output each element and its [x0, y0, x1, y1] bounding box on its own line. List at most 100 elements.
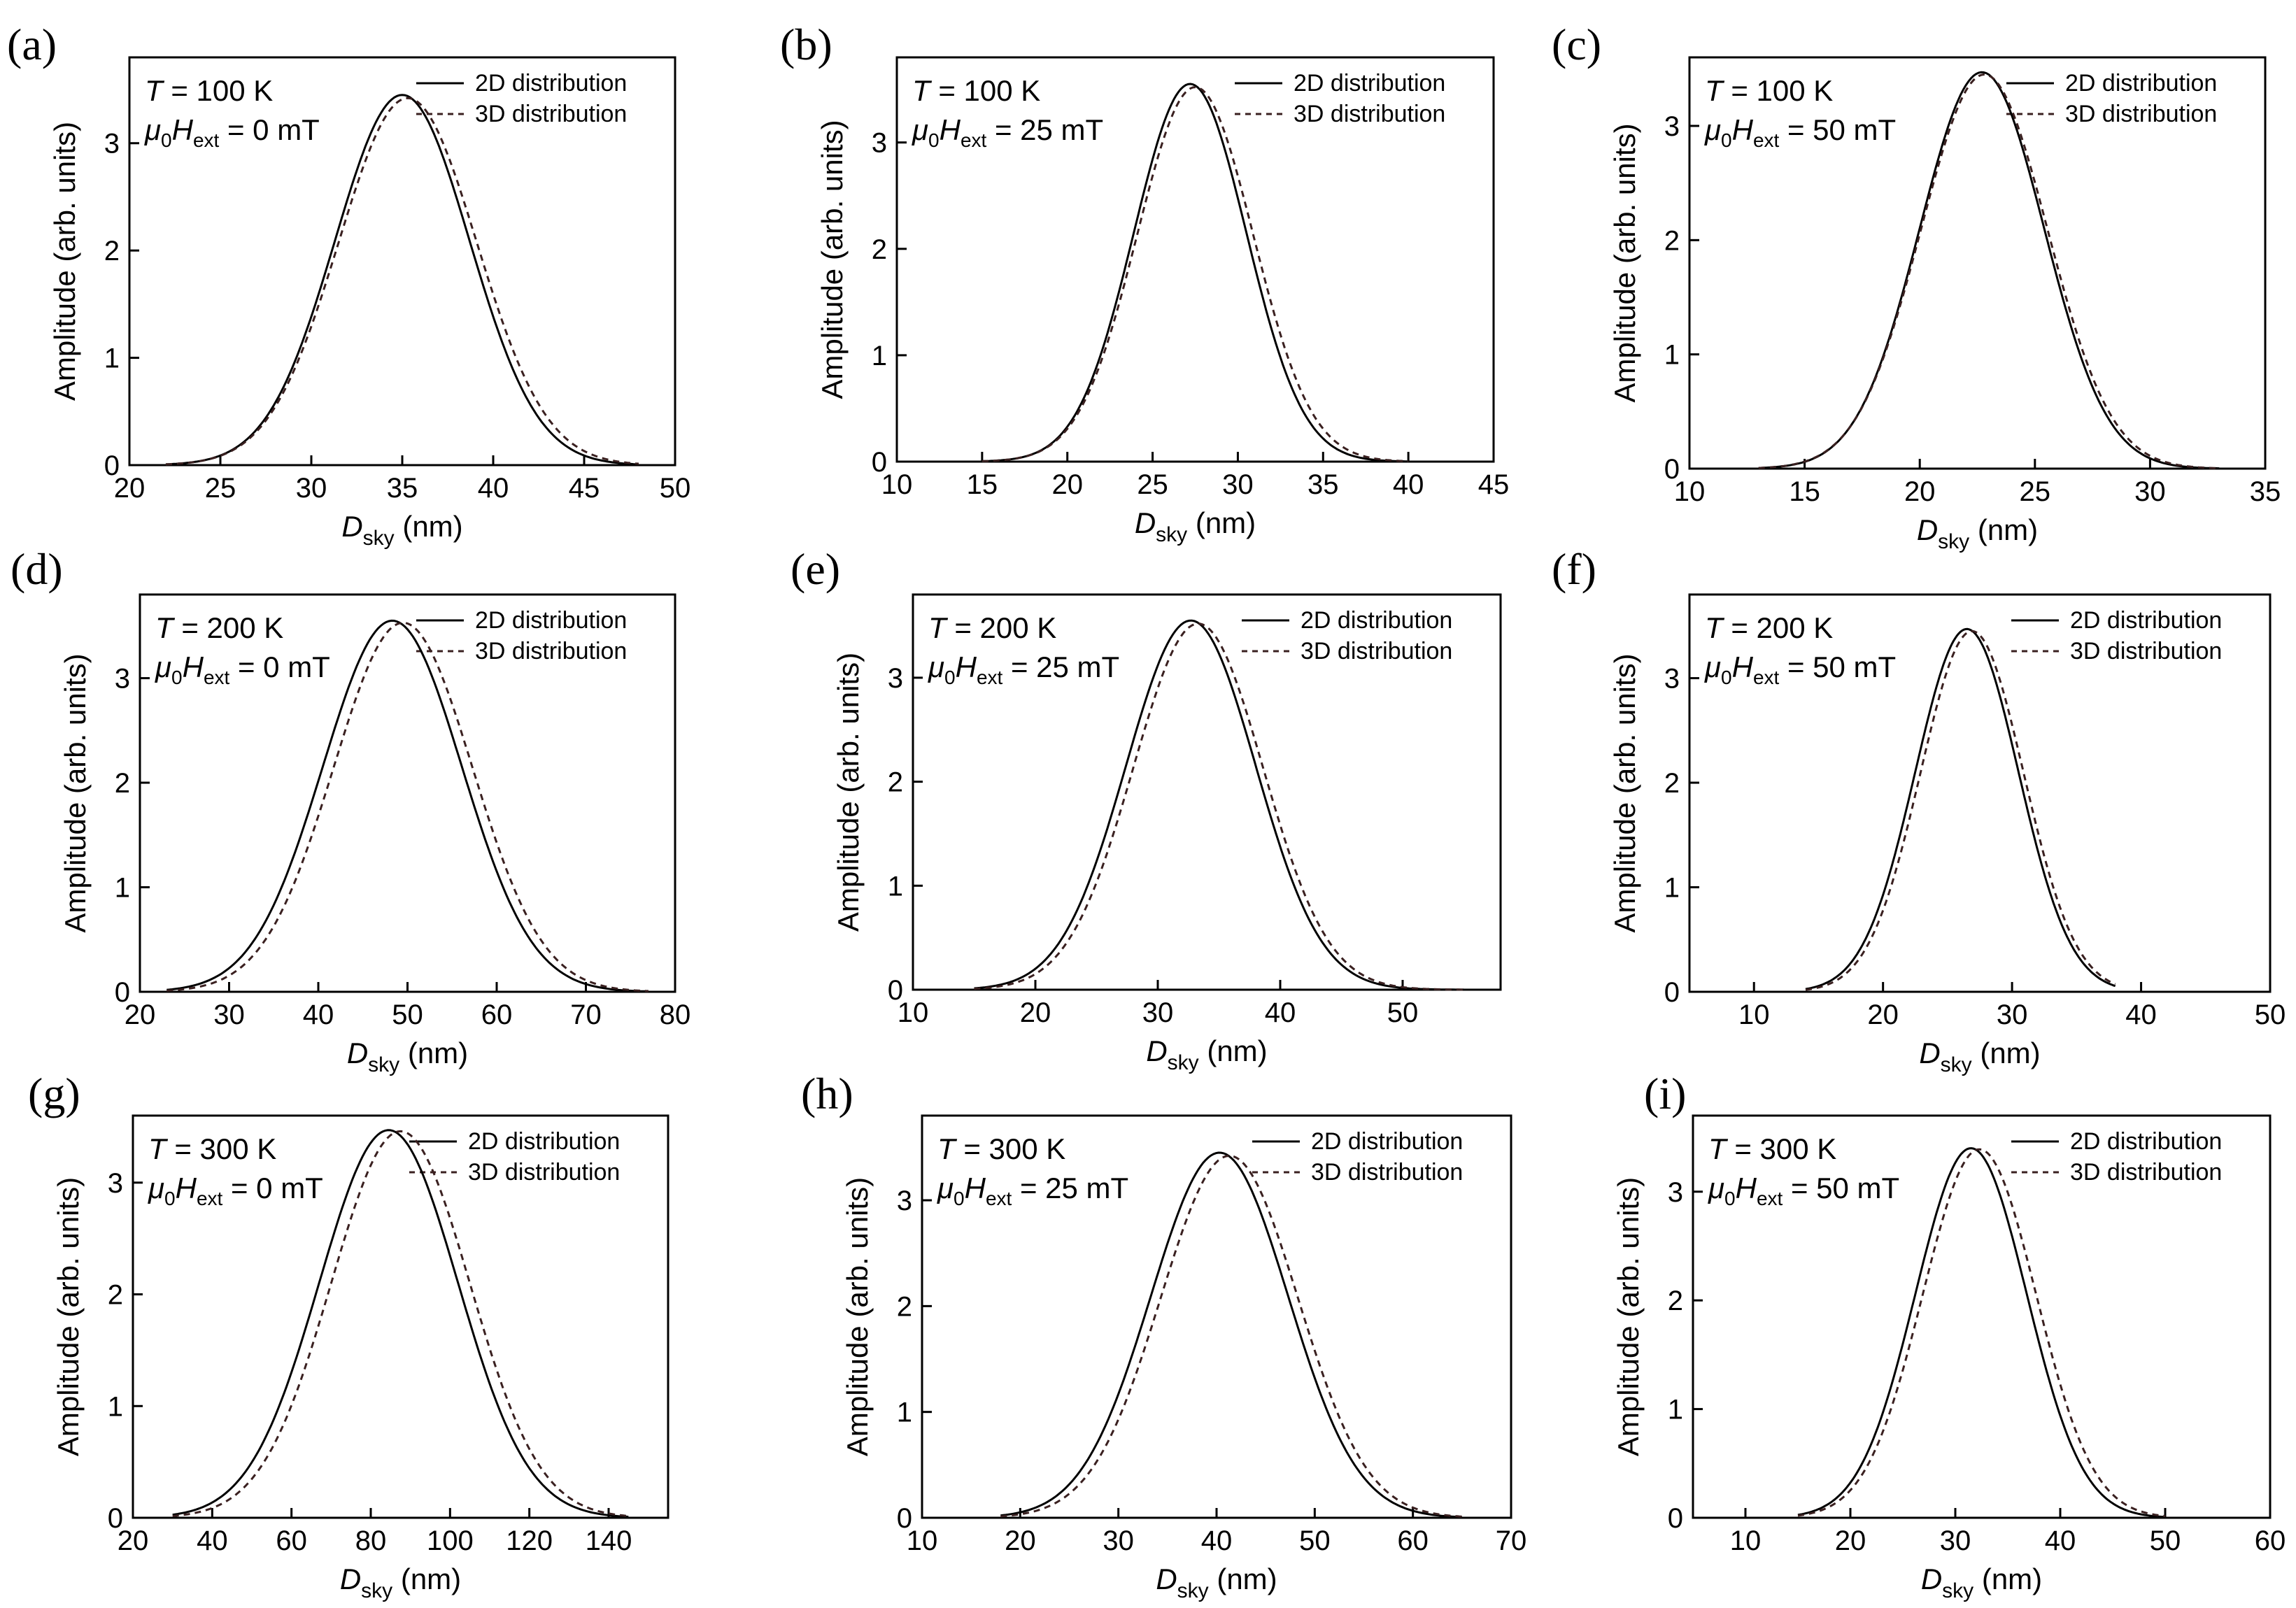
x-tick-label: 10 [1730, 1525, 1762, 1556]
x-tick-label: 20 [1020, 997, 1051, 1028]
x-tick-label: 40 [478, 473, 509, 504]
x-tick-label: 20 [1835, 1525, 1866, 1556]
field-h: H [1736, 1172, 1757, 1204]
field-mu: μ [1704, 113, 1721, 146]
y-tick-label: 0 [872, 447, 887, 478]
x-axis-label-unit: (nm) [1969, 513, 2038, 546]
panel-c: (c) 10 15 20 25 30 35 0 1 2 3 Amplitude (arb. units… [1552, 20, 2281, 553]
field-value: 25 mT [1020, 113, 1103, 146]
temperature-equals: = [947, 611, 980, 644]
series-3d-line [165, 97, 639, 466]
y-tick-label: 2 [1664, 225, 1680, 256]
field-h: H [940, 113, 961, 146]
x-tick-label: 25 [205, 473, 236, 504]
field-mu: μ [148, 1172, 164, 1204]
field-annotation: μ0Hext = 50 mT [1704, 650, 1896, 688]
x-axis-label-unit: (nm) [1209, 1563, 1277, 1595]
temperature-value: 200 K [207, 611, 284, 644]
plot-frame [132, 1114, 669, 1519]
x-tick-label: 20 [114, 473, 146, 504]
x-axis-label-symbol: D [1917, 513, 1938, 546]
temperature-equals: = [173, 611, 207, 644]
temperature-symbol: T [155, 611, 176, 644]
x-tick-label: 40 [303, 999, 334, 1030]
y-tick-label: 2 [872, 234, 887, 265]
y-axis-label: Amplitude (arb. units) [52, 1177, 85, 1456]
x-tick-label: 60 [1397, 1525, 1429, 1556]
x-tick-label: 20 [125, 999, 156, 1030]
field-h-sub: ext [1753, 667, 1780, 688]
field-mu-sub: 0 [171, 667, 183, 688]
legend-label-3d: 3D distribution [2070, 1159, 2222, 1186]
panel-label: (f) [1552, 544, 1596, 594]
field-mu-sub: 0 [164, 1188, 176, 1209]
field-mu-sub: 0 [928, 129, 940, 151]
x-tick-label: 15 [967, 469, 998, 500]
x-tick-label: 60 [2255, 1525, 2286, 1556]
y-tick-label: 3 [1668, 1177, 1683, 1208]
x-tick-label: 15 [1789, 476, 1820, 507]
panel-b: (b) 10 15 20 25 30 35 40 45 0 1 2 3 Amplitude (arb. u… [780, 20, 1509, 546]
x-axis-label-subscript: sky [1938, 530, 1969, 553]
x-axis-label: Dsky (nm) [340, 1563, 461, 1602]
legend-label-3d: 3D distribution [475, 638, 627, 664]
y-tick-label: 0 [1664, 977, 1680, 1008]
x-tick-label: 25 [1137, 469, 1168, 500]
y-tick-label: 1 [897, 1397, 912, 1428]
y-tick-label: 1 [1664, 340, 1680, 371]
x-tick-label: 60 [276, 1525, 307, 1556]
x-tick-label: 35 [1308, 469, 1339, 500]
x-tick-label: 35 [387, 473, 418, 504]
y-tick-label: 0 [108, 1503, 123, 1534]
series-2d-line [974, 619, 1464, 991]
x-axis-label: Dsky (nm) [1921, 1563, 2042, 1602]
field-annotation: μ0Hext = 0 mT [155, 650, 330, 688]
x-axis-label-subscript: sky [1156, 523, 1187, 546]
field-value: 25 mT [1045, 1172, 1128, 1204]
x-axis-label-unit: (nm) [392, 1563, 461, 1595]
x-tick-label: 20 [118, 1525, 149, 1556]
field-annotation: μ0Hext = 25 mT [937, 1172, 1128, 1209]
y-tick-label: 3 [897, 1186, 912, 1216]
panel-i: (i) 10 20 30 40 50 60 0 1 2 3 Amplitude (arb. units… [1612, 1069, 2286, 1602]
y-tick-label: 2 [115, 768, 130, 799]
y-tick-label: 1 [1668, 1395, 1683, 1425]
field-annotation: μ0Hext = 25 mT [928, 650, 1119, 688]
x-tick-label: 30 [1222, 469, 1254, 500]
legend-label-3d: 3D distribution [2065, 101, 2217, 127]
y-tick-label: 1 [1664, 873, 1680, 904]
field-mu-sub: 0 [161, 129, 172, 151]
field-value: 50 mT [1816, 1172, 1899, 1204]
temperature-symbol: T [148, 1132, 169, 1165]
x-tick-label: 70 [570, 999, 602, 1030]
series-3d-line [166, 621, 649, 992]
x-axis-label-symbol: D [340, 1563, 361, 1595]
x-axis-label-subscript: sky [363, 527, 395, 550]
x-axis-label-symbol: D [341, 510, 362, 543]
temperature-annotation: T = 100 K [145, 74, 273, 107]
x-tick-label: 10 [1738, 999, 1770, 1030]
field-value: 0 mT [256, 1172, 323, 1204]
temperature-value: 200 K [980, 611, 1057, 644]
temperature-annotation: T = 200 K [1705, 611, 1833, 644]
x-axis-label-symbol: D [1135, 506, 1156, 539]
y-tick-label: 0 [1668, 1503, 1683, 1534]
y-tick-label: 2 [108, 1280, 123, 1311]
x-axis-label-symbol: D [1919, 1037, 1940, 1069]
field-equals: = [229, 650, 263, 683]
field-h-sub: ext [197, 1188, 223, 1209]
x-tick-label: 50 [2150, 1525, 2181, 1556]
field-mu: μ [912, 113, 928, 146]
legend-label-2d: 2D distribution [2070, 607, 2222, 634]
y-tick-label: 0 [1664, 454, 1680, 485]
temperature-annotation: T = 100 K [912, 74, 1040, 107]
temperature-equals: = [1727, 1132, 1760, 1165]
field-value: 50 mT [1813, 650, 1896, 683]
field-value: 0 mT [263, 650, 330, 683]
temperature-symbol: T [937, 1132, 958, 1165]
y-tick-label: 3 [888, 663, 903, 694]
field-h: H [965, 1172, 986, 1204]
panel-label: (e) [791, 544, 840, 594]
temperature-equals: = [930, 74, 964, 107]
x-axis-label: Dsky (nm) [1919, 1037, 2040, 1076]
